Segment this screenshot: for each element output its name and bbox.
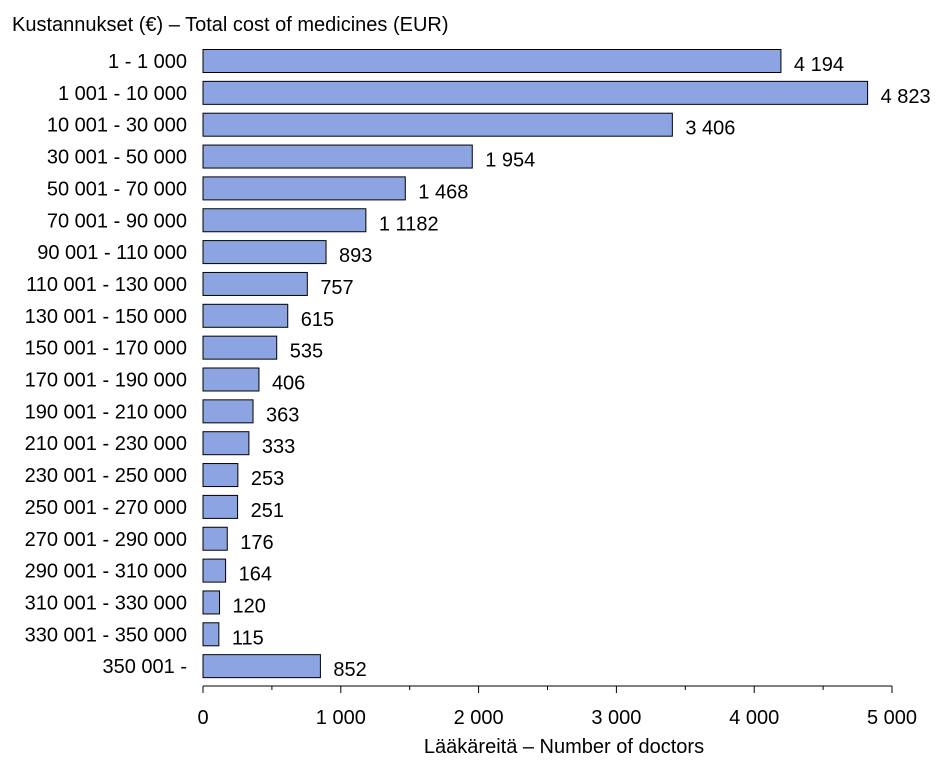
bar	[202, 526, 228, 551]
x-axis-title: Lääkäreitä – Number of doctors	[424, 736, 704, 757]
category-label: 90 001 - 110 000	[37, 242, 187, 264]
value-label: 615	[301, 309, 334, 331]
value-label: 176	[240, 532, 273, 554]
bar	[202, 80, 869, 105]
value-label: 253	[251, 468, 284, 490]
value-label: 757	[320, 277, 353, 299]
x-tick-label: 0	[197, 707, 208, 729]
value-label: 1 954	[485, 150, 535, 172]
x-tick-label: 1 000	[316, 707, 366, 729]
x-tick-label: 5 000	[867, 707, 917, 729]
bar	[202, 654, 321, 679]
category-label: 270 001 - 290 000	[25, 529, 187, 551]
category-label: 330 001 - 350 000	[25, 624, 187, 646]
bars-layer	[202, 49, 869, 679]
category-label: 210 001 - 230 000	[25, 433, 187, 455]
value-label: 3 406	[685, 118, 735, 140]
value-label: 115	[232, 627, 264, 649]
bar	[202, 590, 221, 615]
category-label: 170 001 - 190 000	[25, 370, 187, 392]
x-tick-label: 4 000	[729, 707, 779, 729]
value-label: 363	[266, 404, 299, 426]
x-tick-label: 2 000	[454, 707, 504, 729]
x-tick-label: 3 000	[591, 707, 641, 729]
value-label: 893	[339, 245, 372, 267]
bar	[202, 431, 250, 456]
category-label: 230 001 - 250 000	[25, 465, 187, 487]
bar	[202, 463, 239, 488]
bar	[202, 622, 220, 647]
category-label: 150 001 - 170 000	[25, 338, 187, 360]
value-label: 1 468	[418, 181, 468, 203]
value-label: 120	[233, 595, 266, 617]
chart-title: Kustannukset (€) – Total cost of medicin…	[12, 14, 448, 36]
value-label: 1 1182	[379, 213, 439, 235]
bar	[202, 494, 239, 519]
category-label: 130 001 - 150 000	[25, 306, 187, 328]
category-label: 30 001 - 50 000	[47, 147, 187, 169]
value-label: 4 823	[881, 86, 931, 108]
bar	[202, 335, 278, 360]
value-label: 164	[239, 564, 272, 586]
category-label: 310 001 - 330 000	[25, 592, 187, 614]
bar	[202, 399, 254, 424]
bar	[202, 558, 227, 583]
bar	[202, 176, 406, 201]
bar	[202, 112, 673, 137]
value-label: 4 194	[794, 54, 844, 76]
value-label: 406	[272, 373, 305, 395]
value-label: 333	[262, 436, 295, 458]
category-label: 50 001 - 70 000	[47, 178, 187, 200]
value-label: 852	[333, 659, 366, 681]
category-label: 350 001 -	[102, 656, 187, 678]
x-axis: 0 1 000 2 000 3 000 4 000 5 000	[197, 685, 917, 729]
bar	[202, 271, 308, 296]
value-label: 251	[251, 500, 284, 522]
bar	[202, 144, 473, 169]
bar	[202, 49, 782, 73]
category-label: 250 001 - 270 000	[25, 497, 187, 519]
bar	[202, 303, 289, 328]
category-label: 190 001 - 210 000	[25, 401, 187, 423]
bar	[202, 240, 327, 265]
bar	[202, 208, 367, 233]
bar	[202, 367, 260, 392]
value-label: 535	[290, 341, 323, 363]
category-label: 110 001 - 130 000	[26, 274, 187, 296]
category-label: 10 001 - 30 000	[47, 115, 187, 137]
category-label: 1 - 1 000	[108, 51, 187, 73]
category-label: 1 001 - 10 000	[58, 83, 187, 105]
labels-layer: 1 - 1 000 4 194 1 001 - 10 000 4 823 10 001 …	[25, 51, 931, 681]
category-label: 290 001 - 310 000	[25, 561, 187, 583]
category-label: 70 001 - 90 000	[47, 210, 187, 232]
